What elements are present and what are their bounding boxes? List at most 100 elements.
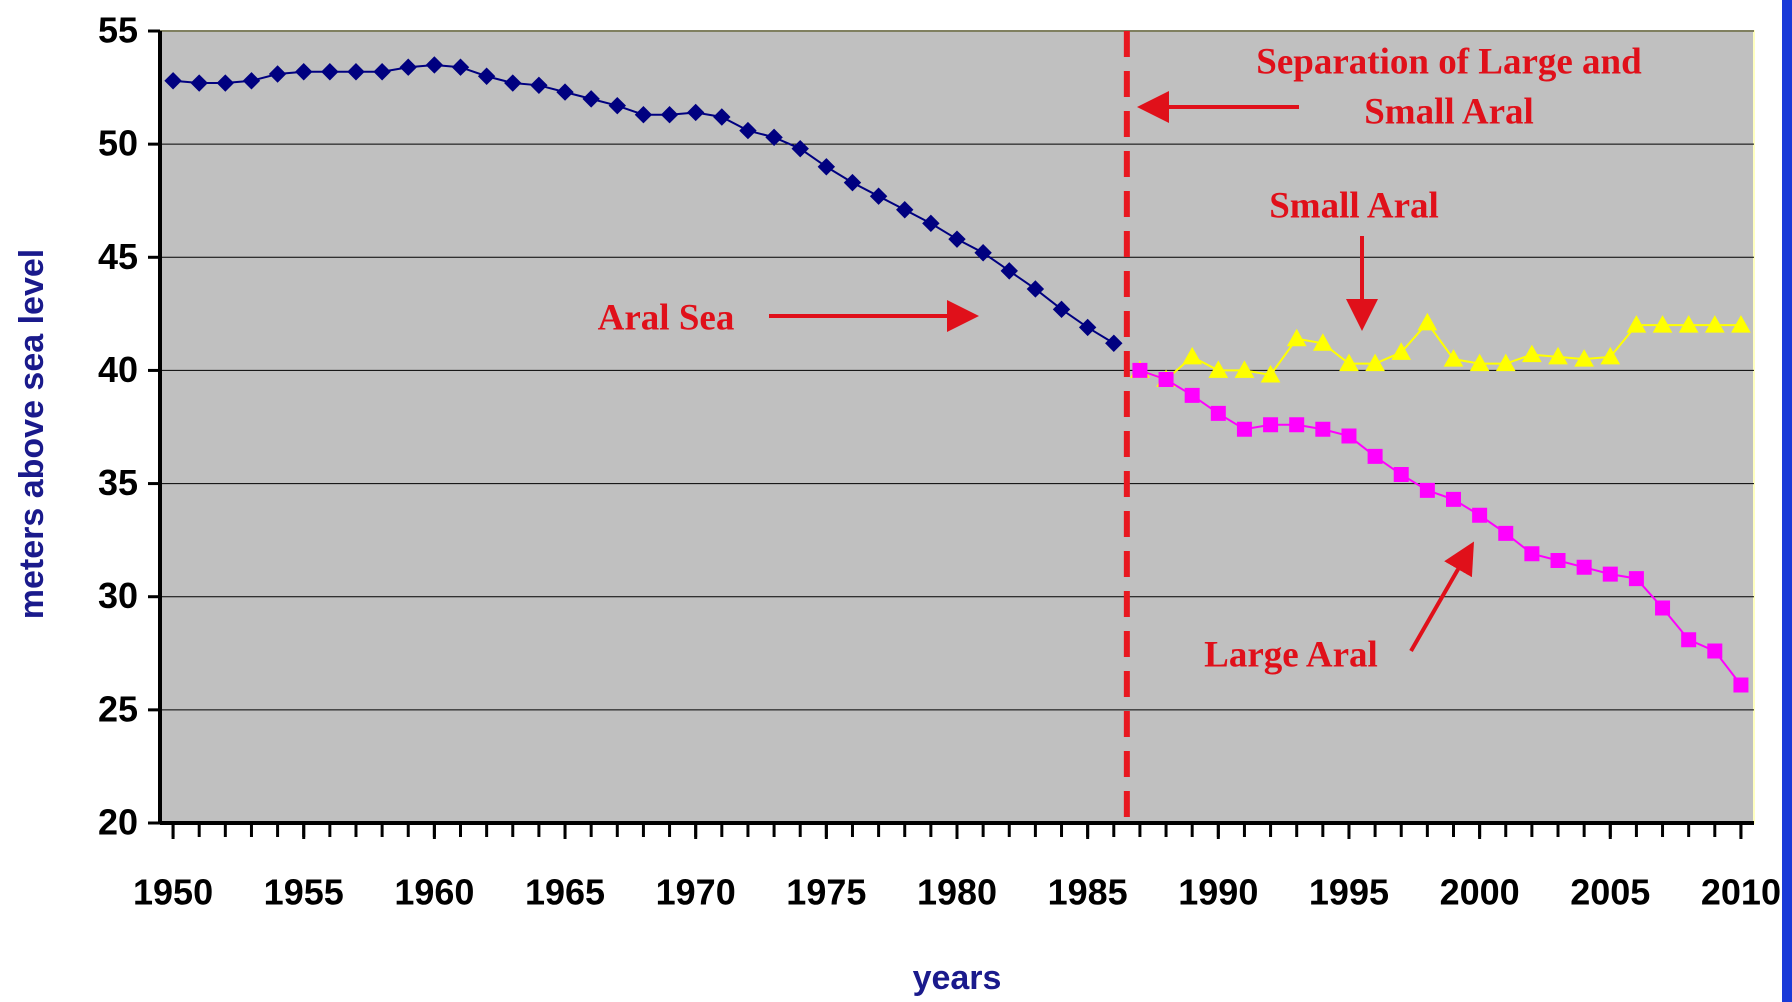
x-tick-label: 1970	[656, 872, 736, 913]
point	[1602, 566, 1618, 582]
point	[634, 106, 653, 124]
point	[974, 244, 992, 262]
point	[869, 187, 888, 205]
point	[425, 56, 444, 74]
point	[1286, 328, 1307, 347]
point	[582, 90, 600, 108]
point	[1078, 318, 1097, 337]
point	[1522, 344, 1542, 363]
point	[1210, 405, 1226, 421]
point	[477, 67, 496, 85]
x-tick-label: 2005	[1570, 872, 1650, 913]
point	[1391, 342, 1412, 360]
point	[1733, 677, 1749, 693]
y-tick-label: 20	[98, 802, 138, 843]
point	[765, 128, 783, 147]
point	[504, 74, 522, 92]
annotation: Small Aral	[1269, 185, 1439, 226]
point	[1184, 387, 1200, 403]
annotation: Separation of Large and	[1256, 41, 1642, 82]
point	[399, 58, 417, 76]
y-tick-label: 35	[98, 462, 138, 503]
point	[1574, 349, 1595, 367]
point	[791, 139, 809, 158]
point	[1341, 428, 1357, 444]
point	[1132, 362, 1148, 378]
point	[1678, 315, 1699, 333]
point	[1312, 333, 1333, 351]
x-tick-label: 1960	[394, 872, 474, 913]
point	[713, 108, 731, 126]
plot-area	[159, 30, 1755, 824]
point	[1469, 353, 1490, 372]
point	[1365, 353, 1385, 372]
point	[216, 74, 235, 92]
x-tick-label: 2010	[1701, 872, 1781, 913]
point	[1393, 467, 1409, 483]
point	[295, 63, 313, 81]
point	[347, 63, 365, 81]
point	[1026, 280, 1045, 298]
point	[1367, 448, 1383, 464]
point	[1626, 315, 1647, 333]
point	[739, 121, 757, 140]
point	[1524, 546, 1540, 562]
y-tick-label: 50	[98, 123, 138, 164]
x-tick-label: 2000	[1440, 872, 1520, 913]
point	[1208, 360, 1229, 378]
point	[948, 230, 966, 248]
point	[1445, 491, 1461, 507]
point	[1263, 417, 1279, 433]
annotation: Small Aral	[1364, 91, 1534, 132]
point	[1289, 417, 1305, 433]
x-tick-label: 1965	[525, 872, 605, 913]
point	[922, 214, 940, 233]
y-tick-label: 55	[98, 10, 138, 51]
point	[451, 58, 470, 76]
x-tick-label: 1955	[264, 872, 344, 913]
point	[321, 63, 339, 81]
arrow	[1409, 541, 1474, 652]
y-axis-label: meters above sea level	[13, 249, 51, 619]
point	[1472, 507, 1488, 523]
point	[1731, 315, 1751, 333]
point	[373, 63, 391, 81]
y-tick-label: 45	[98, 236, 138, 277]
point	[1158, 371, 1174, 387]
point	[1681, 632, 1697, 648]
annotation: Aral Sea	[598, 297, 735, 338]
point	[1000, 262, 1018, 280]
point	[608, 96, 627, 115]
x-tick-label: 1995	[1309, 872, 1389, 913]
point	[1550, 553, 1566, 569]
point	[1419, 482, 1435, 498]
x-tick-label: 1990	[1178, 872, 1258, 913]
y-tick-label: 40	[98, 349, 138, 390]
point	[556, 83, 574, 101]
point	[1498, 525, 1514, 541]
point	[190, 74, 208, 92]
x-tick-label: 1985	[1048, 872, 1128, 913]
y-tick-label: 25	[98, 688, 138, 729]
point	[686, 103, 705, 122]
point	[896, 201, 914, 219]
point	[1495, 353, 1516, 372]
point	[843, 173, 862, 192]
point	[1628, 571, 1644, 587]
point	[268, 65, 287, 83]
point	[1260, 364, 1281, 383]
point	[1105, 334, 1123, 352]
point	[1655, 600, 1671, 616]
point	[817, 158, 836, 176]
point	[1443, 349, 1464, 367]
point	[1600, 346, 1621, 365]
point	[1417, 312, 1438, 331]
point	[1236, 421, 1252, 437]
y-tick-label: 30	[98, 575, 138, 616]
point	[1052, 300, 1071, 319]
point	[1707, 643, 1723, 659]
point	[242, 72, 261, 90]
point	[660, 106, 679, 124]
point	[1548, 346, 1568, 365]
